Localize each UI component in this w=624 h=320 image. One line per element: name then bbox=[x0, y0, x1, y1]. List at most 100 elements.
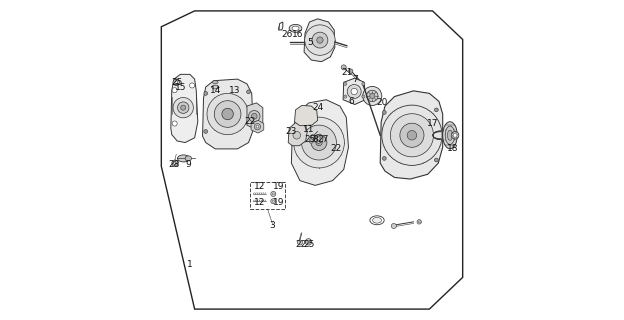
Text: 7: 7 bbox=[352, 75, 358, 84]
Text: 21: 21 bbox=[341, 68, 353, 77]
Circle shape bbox=[305, 25, 335, 55]
Circle shape bbox=[248, 110, 260, 122]
Polygon shape bbox=[304, 19, 335, 62]
Circle shape bbox=[316, 136, 321, 141]
Polygon shape bbox=[380, 91, 442, 179]
Polygon shape bbox=[247, 103, 263, 130]
Text: 11: 11 bbox=[303, 125, 314, 134]
Text: 22: 22 bbox=[245, 117, 256, 126]
Circle shape bbox=[451, 132, 459, 139]
Polygon shape bbox=[291, 100, 348, 185]
Ellipse shape bbox=[185, 156, 192, 161]
Circle shape bbox=[181, 105, 186, 110]
Circle shape bbox=[351, 88, 358, 95]
Circle shape bbox=[453, 133, 457, 137]
Text: 1: 1 bbox=[187, 260, 193, 269]
Text: 22: 22 bbox=[295, 240, 306, 249]
Text: 18: 18 bbox=[447, 144, 459, 153]
Ellipse shape bbox=[212, 81, 218, 84]
Circle shape bbox=[344, 95, 347, 98]
Circle shape bbox=[298, 240, 303, 245]
Circle shape bbox=[272, 193, 275, 195]
Text: 28: 28 bbox=[168, 160, 180, 169]
Polygon shape bbox=[162, 11, 462, 309]
Circle shape bbox=[362, 82, 365, 85]
Circle shape bbox=[318, 138, 319, 140]
Text: 20: 20 bbox=[376, 99, 388, 108]
Circle shape bbox=[370, 93, 375, 99]
Circle shape bbox=[311, 135, 327, 150]
Circle shape bbox=[310, 135, 315, 139]
Circle shape bbox=[310, 140, 313, 142]
Ellipse shape bbox=[446, 126, 455, 144]
Text: 23: 23 bbox=[286, 127, 297, 136]
Circle shape bbox=[307, 240, 310, 244]
Circle shape bbox=[366, 90, 378, 102]
Circle shape bbox=[434, 158, 438, 162]
Text: 25: 25 bbox=[305, 135, 316, 144]
Circle shape bbox=[251, 113, 257, 119]
Circle shape bbox=[190, 83, 195, 88]
Ellipse shape bbox=[373, 217, 381, 223]
Text: 22: 22 bbox=[330, 144, 341, 153]
Polygon shape bbox=[343, 78, 365, 105]
Circle shape bbox=[347, 84, 361, 99]
Text: 25: 25 bbox=[303, 240, 314, 249]
Text: 17: 17 bbox=[427, 119, 438, 128]
Text: 14: 14 bbox=[210, 86, 221, 95]
Circle shape bbox=[391, 223, 396, 228]
Circle shape bbox=[204, 130, 208, 133]
Circle shape bbox=[271, 191, 276, 196]
Circle shape bbox=[317, 37, 323, 43]
Text: 9: 9 bbox=[185, 160, 191, 169]
Circle shape bbox=[316, 140, 322, 146]
Circle shape bbox=[382, 105, 442, 165]
Circle shape bbox=[417, 220, 421, 224]
Circle shape bbox=[344, 82, 347, 85]
Text: 16: 16 bbox=[292, 30, 303, 39]
Text: 19: 19 bbox=[273, 182, 285, 191]
Circle shape bbox=[363, 86, 382, 105]
Circle shape bbox=[256, 125, 259, 128]
Ellipse shape bbox=[177, 155, 190, 162]
Circle shape bbox=[272, 200, 275, 202]
Text: 24: 24 bbox=[313, 103, 324, 112]
Circle shape bbox=[312, 32, 328, 48]
Text: 6: 6 bbox=[349, 97, 354, 106]
Polygon shape bbox=[288, 123, 307, 146]
Ellipse shape bbox=[212, 85, 219, 89]
Text: 27: 27 bbox=[318, 135, 329, 144]
Text: 25: 25 bbox=[172, 78, 183, 87]
Text: 13: 13 bbox=[228, 86, 240, 95]
Circle shape bbox=[341, 65, 346, 70]
Text: 12: 12 bbox=[254, 198, 265, 207]
Circle shape bbox=[362, 95, 365, 98]
Circle shape bbox=[294, 117, 344, 168]
Circle shape bbox=[207, 93, 248, 135]
Circle shape bbox=[400, 123, 424, 147]
Circle shape bbox=[271, 199, 276, 204]
Circle shape bbox=[172, 121, 177, 126]
Ellipse shape bbox=[292, 26, 299, 31]
Circle shape bbox=[407, 131, 417, 140]
Circle shape bbox=[391, 114, 434, 157]
Text: 12: 12 bbox=[254, 182, 265, 191]
Circle shape bbox=[246, 90, 250, 94]
Circle shape bbox=[173, 79, 180, 85]
Text: 26: 26 bbox=[281, 30, 292, 39]
Circle shape bbox=[418, 221, 420, 223]
Circle shape bbox=[254, 124, 261, 130]
Circle shape bbox=[172, 160, 178, 166]
Circle shape bbox=[204, 92, 208, 95]
Circle shape bbox=[309, 139, 314, 143]
Circle shape bbox=[293, 132, 301, 139]
Circle shape bbox=[222, 108, 233, 120]
Text: 8: 8 bbox=[312, 135, 318, 144]
Polygon shape bbox=[171, 74, 198, 142]
Polygon shape bbox=[295, 105, 318, 126]
Circle shape bbox=[305, 239, 311, 245]
Circle shape bbox=[173, 162, 177, 165]
Circle shape bbox=[175, 81, 178, 84]
Polygon shape bbox=[314, 134, 323, 143]
Text: 5: 5 bbox=[308, 38, 313, 47]
